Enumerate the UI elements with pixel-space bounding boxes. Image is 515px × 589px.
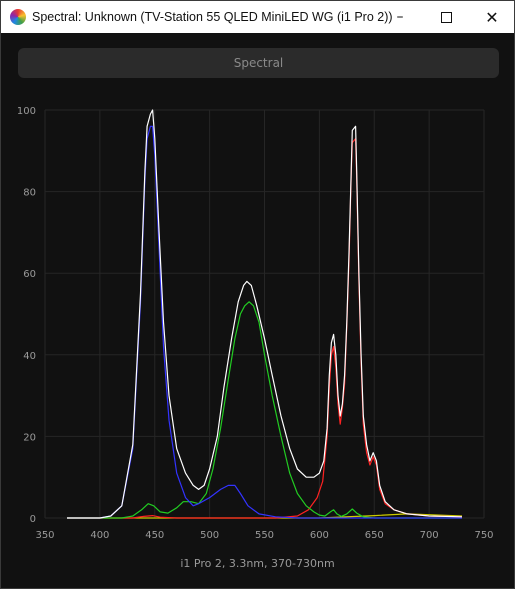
y-tick-label: 0 (30, 514, 36, 525)
x-tick-label: 450 (145, 530, 164, 541)
x-tick-label: 700 (420, 530, 439, 541)
minimize-icon: – (396, 9, 404, 25)
close-button[interactable]: ✕ (469, 1, 515, 33)
x-tick-label: 750 (474, 530, 493, 541)
x-tick-label: 350 (35, 530, 54, 541)
chart-series (67, 109, 463, 519)
window-title: Spectral: Unknown (TV-Station 55 QLED Mi… (32, 10, 393, 24)
x-tick-label: 600 (310, 530, 329, 541)
chart-grid (44, 109, 485, 519)
maximize-icon (440, 11, 452, 23)
close-icon: ✕ (485, 7, 499, 27)
title-bar[interactable]: Spectral: Unknown (TV-Station 55 QLED Mi… (1, 1, 514, 33)
chart-tick-labels: 350 400 450 500 550 600 650 700 750 0 20 40 60 80 100 (17, 106, 494, 541)
tab-spectral[interactable]: Spectral (18, 48, 499, 78)
app-logo-icon (10, 9, 26, 25)
y-tick-label: 80 (23, 188, 36, 199)
y-tick-label: 60 (23, 269, 36, 280)
tab-spectral-label: Spectral (233, 56, 284, 70)
x-tick-label: 400 (90, 530, 109, 541)
y-tick-label: 20 (23, 432, 36, 443)
x-tick-label: 500 (200, 530, 219, 541)
series-line-2 (67, 301, 462, 519)
x-tick-label: 650 (365, 530, 384, 541)
series-line-0 (67, 109, 463, 519)
y-tick-label: 40 (23, 351, 36, 362)
y-tick-label: 100 (17, 106, 36, 117)
minimize-button[interactable]: – (377, 1, 423, 33)
chart-caption: i1 Pro 2, 3.3nm, 370-730nm (180, 557, 335, 570)
x-tick-label: 550 (255, 530, 274, 541)
maximize-button[interactable] (423, 1, 469, 33)
